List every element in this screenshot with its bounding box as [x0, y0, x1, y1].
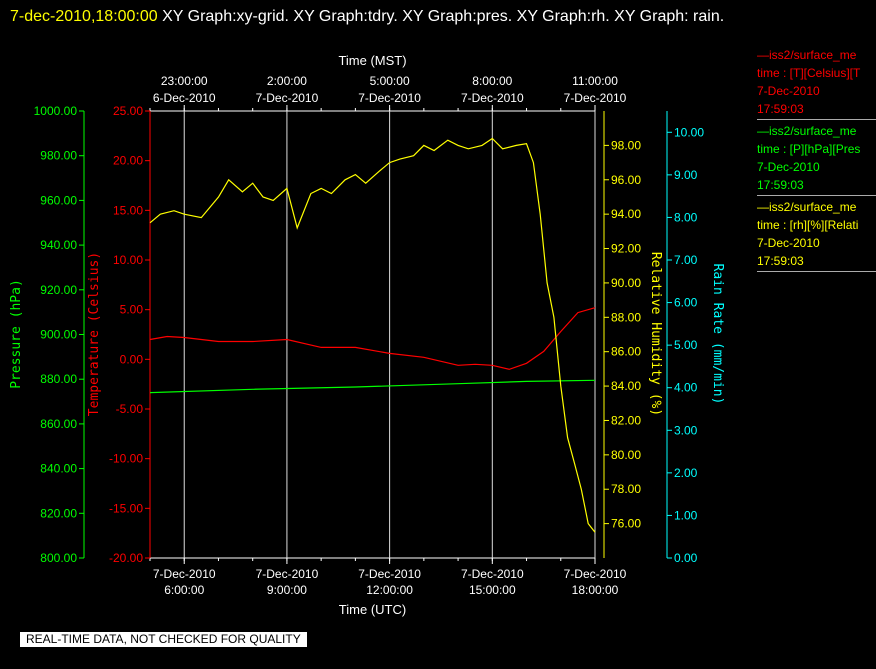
humidity-tick-label: 86.00 — [611, 345, 641, 359]
pressure-tick-label: 800.00 — [40, 551, 77, 565]
temperature-tick-label: 10.00 — [113, 253, 143, 267]
pressure-tick-label: 860.00 — [40, 417, 77, 431]
temperature-tick-label: -5.00 — [116, 402, 144, 416]
legend-line3: 7-Dec-2010 — [757, 84, 820, 98]
temperature-tick-label: -20.00 — [109, 551, 143, 565]
temperature-tick-label: -10.00 — [109, 452, 143, 466]
rain-tick-label: 4.00 — [674, 381, 698, 395]
x-top-tick-time: 11:00:00 — [572, 74, 618, 88]
rain-tick-label: 6.00 — [674, 296, 698, 310]
humidity-tick-label: 82.00 — [611, 413, 641, 427]
pressure-tick-label: 900.00 — [40, 328, 77, 342]
graph-titles: XY Graph:xy-grid. XY Graph:tdry. XY Grap… — [157, 8, 725, 25]
x-bottom-tick-time: 18:00:00 — [572, 583, 619, 597]
x-bottom-tick-time: 9:00:00 — [267, 583, 307, 597]
x-bottom-tick-time: 6:00:00 — [164, 583, 204, 597]
rain-tick-label: 3.00 — [674, 423, 698, 437]
pressure-axis-label: Pressure (hPa) — [9, 279, 24, 389]
pressure-tick-label: 960.00 — [40, 193, 77, 207]
rain-tick-label: 9.00 — [674, 168, 698, 182]
humidity-tick-label: 96.00 — [611, 173, 641, 187]
rain-tick-label: 8.00 — [674, 210, 698, 224]
humidity-tick-label: 90.00 — [611, 276, 641, 290]
humidity-tick-label: 76.00 — [611, 517, 641, 531]
temperature-series-line — [149, 307, 596, 370]
rain-tick-label: 1.00 — [674, 508, 698, 522]
humidity-tick-label: 94.00 — [611, 207, 641, 221]
temperature-tick-label: 15.00 — [113, 203, 143, 217]
legend-line1: —iss2/surface_me — [757, 48, 857, 62]
rain-tick-label: 5.00 — [674, 338, 698, 352]
temperature-axis-label: Temperature (Celsius) — [87, 252, 102, 416]
temperature-tick-label: 5.00 — [120, 303, 144, 317]
x-bottom-tick-date: 7-Dec-2010 — [564, 567, 627, 581]
temperature-tick-label: -15.00 — [109, 501, 143, 515]
x-bottom-tick-date: 7-Dec-2010 — [153, 567, 216, 581]
temperature-tick-label: 0.00 — [120, 352, 144, 366]
rain-tick-label: 7.00 — [674, 253, 698, 267]
x-top-tick-time: 23:00:00 — [161, 74, 208, 88]
legend-line2: time : [T][Celsius][T — [757, 66, 861, 80]
legend-line4: 17:59:03 — [757, 254, 804, 268]
pressure-tick-label: 1000.00 — [34, 104, 78, 118]
x-bottom-label: Time (UTC) — [339, 602, 406, 617]
pressure-tick-label: 940.00 — [40, 238, 77, 252]
plot-frame — [149, 110, 596, 559]
humidity-tick-label: 98.00 — [611, 138, 641, 152]
x-top-tick-date: 7-Dec-2010 — [564, 91, 627, 105]
legend: —iss2/surface_me time : [T][Celsius][T 7-D… — [757, 46, 876, 274]
temperature-tick-label: 20.00 — [113, 154, 143, 168]
quality-note: REAL-TIME DATA, NOT CHECKED FOR QUALITY — [20, 632, 307, 647]
pressure-tick-label: 840.00 — [40, 462, 77, 476]
x-bottom-tick-time: 12:00:00 — [366, 583, 413, 597]
x-top-tick-time: 8:00:00 — [472, 74, 512, 88]
pressure-tick-label: 920.00 — [40, 283, 77, 297]
pressure-tick-label: 820.00 — [40, 506, 77, 520]
temperature-tick-label: 25.00 — [113, 104, 143, 118]
legend-line1: —iss2/surface_me — [757, 124, 857, 138]
legend-line4: 17:59:03 — [757, 102, 804, 116]
legend-line3: 7-Dec-2010 — [757, 160, 820, 174]
humidity-tick-label: 84.00 — [611, 379, 641, 393]
humidity-axis-label: Relative Humidity (%) — [648, 252, 663, 416]
rain-tick-label: 0.00 — [674, 551, 698, 565]
pressure-series-line — [149, 379, 596, 394]
legend-line1: —iss2/surface_me — [757, 200, 857, 214]
title-line: 7-dec-2010,18:00:00 XY Graph:xy-grid. XY… — [10, 2, 870, 31]
pressure-tick-label: 980.00 — [40, 149, 77, 163]
timestamp: 7-dec-2010,18:00:00 — [10, 8, 158, 25]
humidity-series-line — [149, 137, 596, 533]
humidity-tick-label: 88.00 — [611, 310, 641, 324]
humidity-tick-label: 92.00 — [611, 242, 641, 256]
x-top-tick-date: 7-Dec-2010 — [256, 91, 319, 105]
x-top-label: Time (MST) — [338, 53, 406, 68]
legend-line2: time : [P][hPa][Pres — [757, 142, 861, 156]
legend-line4: 17:59:03 — [757, 178, 804, 192]
x-top-tick-date: 6-Dec-2010 — [153, 91, 216, 105]
x-bottom-tick-time: 15:00:00 — [469, 583, 516, 597]
pressure-tick-label: 880.00 — [40, 372, 77, 386]
rain-tick-label: 10.00 — [674, 125, 704, 139]
legend-line3: 7-Dec-2010 — [757, 236, 820, 250]
x-bottom-tick-date: 7-Dec-2010 — [256, 567, 319, 581]
x-top-tick-date: 7-Dec-2010 — [358, 91, 421, 105]
x-bottom-tick-date: 7-Dec-2010 — [461, 567, 524, 581]
x-bottom-tick-date: 7-Dec-2010 — [358, 567, 421, 581]
legend-line2: time : [rh][%][Relati — [757, 218, 859, 232]
rain-tick-label: 2.00 — [674, 466, 698, 480]
x-top-tick-time: 5:00:00 — [370, 74, 410, 88]
x-top-tick-time: 2:00:00 — [267, 74, 307, 88]
humidity-tick-label: 78.00 — [611, 482, 641, 496]
x-top-tick-date: 7-Dec-2010 — [461, 91, 524, 105]
rain-axis-label: Rain Rate (mm/min) — [710, 264, 725, 405]
humidity-tick-label: 80.00 — [611, 448, 641, 462]
